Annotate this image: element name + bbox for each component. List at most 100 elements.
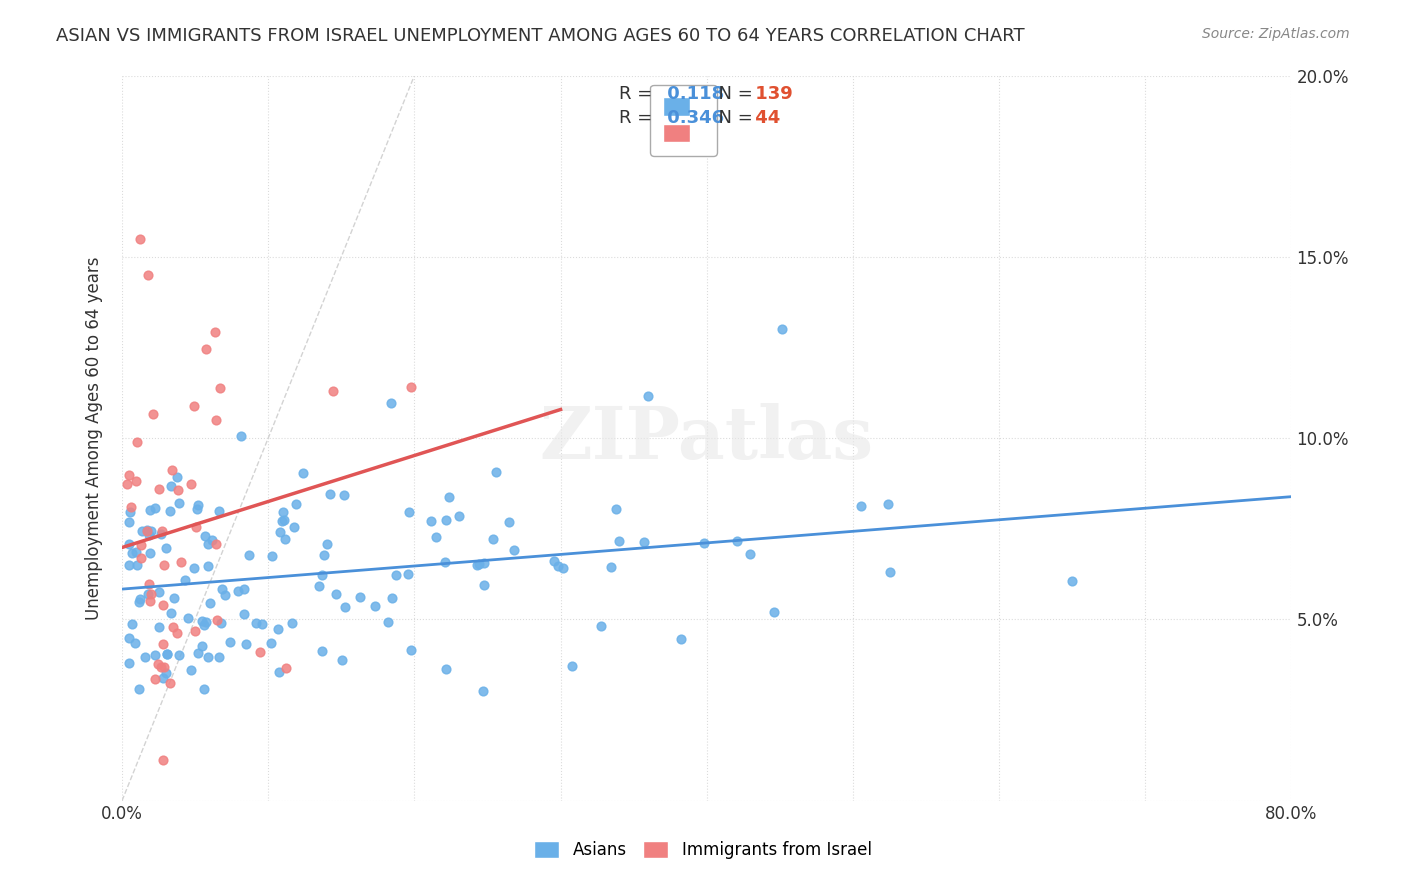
Point [167, 496, 190, 510]
Point [209, 615, 232, 630]
Point [311, 644, 333, 658]
Point [184, 520, 207, 534]
Text: N =: N = [707, 85, 759, 103]
Point [472, 578, 495, 592]
Point [139, 586, 162, 600]
Point [312, 548, 335, 562]
Point [398, 505, 420, 519]
Point [148, 657, 170, 671]
Point [166, 470, 188, 484]
Point [120, 500, 142, 514]
Point [204, 537, 226, 551]
Point [118, 537, 141, 551]
Text: 0.118: 0.118 [661, 85, 724, 103]
Legend: Asians, Immigrants from Israel: Asians, Immigrants from Israel [527, 834, 879, 866]
Point [226, 584, 249, 599]
Point [152, 753, 174, 767]
Point [308, 579, 330, 593]
Point [156, 648, 179, 662]
Point [481, 532, 503, 546]
Point [322, 384, 344, 398]
Point [118, 468, 141, 483]
Point [849, 499, 872, 513]
Point [131, 524, 153, 539]
Point [156, 647, 179, 661]
Point [274, 661, 297, 675]
Point [207, 613, 229, 627]
Point [249, 645, 271, 659]
Point [633, 535, 655, 549]
Point [1062, 574, 1084, 588]
Point [195, 342, 218, 356]
Point [152, 598, 174, 612]
Point [434, 662, 457, 676]
Point [148, 584, 170, 599]
Point [607, 533, 630, 548]
Point [267, 665, 290, 680]
Point [381, 591, 404, 605]
Point [333, 599, 356, 614]
Point [600, 560, 623, 574]
Point [385, 567, 408, 582]
Point [186, 498, 208, 512]
Point [174, 573, 197, 587]
Point [167, 648, 190, 663]
Point [449, 508, 471, 523]
Point [143, 648, 166, 663]
Point [330, 653, 353, 667]
Point [180, 477, 202, 491]
Text: R =: R = [619, 109, 658, 127]
Point [134, 650, 156, 665]
Point [152, 637, 174, 651]
Point [561, 658, 583, 673]
Point [150, 524, 173, 538]
Point [589, 619, 612, 633]
Point [159, 504, 181, 518]
Point [472, 556, 495, 570]
Point [138, 528, 160, 542]
Point [325, 587, 347, 601]
Point [159, 606, 181, 620]
Point [163, 591, 186, 605]
Point [738, 547, 761, 561]
Point [311, 568, 333, 582]
Point [229, 429, 252, 443]
Point [162, 619, 184, 633]
Point [183, 561, 205, 575]
Point [436, 513, 458, 527]
Point [260, 636, 283, 650]
Point [396, 566, 419, 581]
Text: N =: N = [707, 109, 759, 127]
Point [283, 520, 305, 534]
Point [197, 537, 219, 551]
Point [118, 505, 141, 519]
Point [291, 466, 314, 480]
Point [149, 526, 172, 541]
Point [152, 660, 174, 674]
Text: ASIAN VS IMMIGRANTS FROM ISRAEL UNEMPLOYMENT AMONG AGES 60 TO 64 YEARS CORRELATI: ASIAN VS IMMIGRANTS FROM ISRAEL UNEMPLOY… [56, 27, 1025, 45]
Point [271, 504, 294, 518]
Point [138, 577, 160, 591]
Point [187, 646, 209, 660]
Point [333, 487, 356, 501]
Point [472, 684, 495, 698]
Point [136, 524, 159, 538]
Text: 139: 139 [749, 85, 793, 103]
Point [245, 616, 267, 631]
Point [125, 558, 148, 573]
Point [204, 325, 226, 339]
Point [184, 624, 207, 639]
Point [725, 533, 748, 548]
Point [208, 381, 231, 395]
Point [271, 514, 294, 528]
Point [166, 625, 188, 640]
Point [551, 561, 574, 575]
Point [380, 396, 402, 410]
Point [208, 649, 231, 664]
Point [770, 322, 793, 336]
Point [180, 663, 202, 677]
Point [159, 675, 181, 690]
Point [190, 639, 212, 653]
Text: Source: ZipAtlas.com: Source: ZipAtlas.com [1202, 27, 1350, 41]
Point [136, 587, 159, 601]
